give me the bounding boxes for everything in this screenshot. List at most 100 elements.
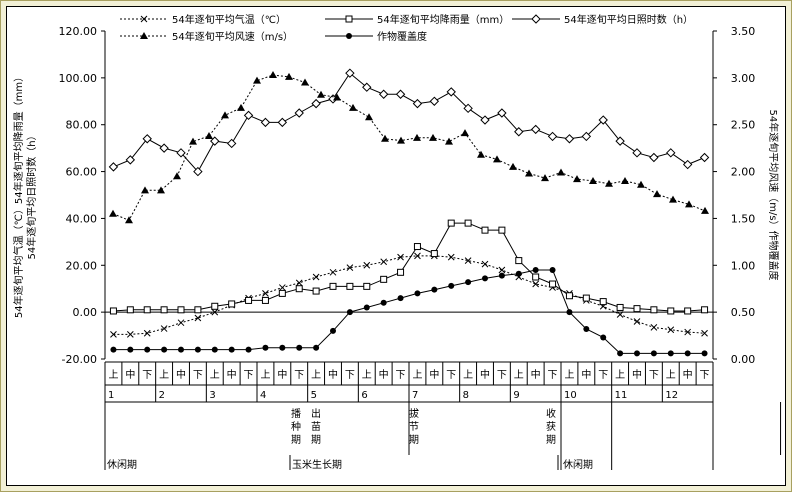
- point-coverage: [178, 346, 184, 353]
- point-windspeed: [125, 216, 133, 224]
- decad-label: 上: [666, 369, 676, 381]
- point-windspeed: [461, 129, 469, 137]
- point-windspeed: [621, 176, 629, 184]
- point-windspeed: [285, 72, 293, 80]
- point-sunshine: [345, 68, 355, 78]
- point-sunshine: [226, 138, 237, 149]
- decad-label: 上: [210, 369, 220, 381]
- month-label: 2: [159, 390, 165, 401]
- legend-marker-windspeed: [140, 32, 148, 39]
- point-sunshine: [176, 148, 186, 158]
- point-rainfall: [599, 298, 607, 306]
- point-coverage: [448, 282, 455, 289]
- decad-label: 中: [581, 368, 591, 381]
- point-windspeed: [605, 179, 613, 187]
- point-coverage: [465, 279, 472, 286]
- decad-label: 下: [649, 370, 659, 381]
- point-temperature: [177, 319, 185, 327]
- point-coverage: [211, 346, 218, 353]
- point-temperature: [295, 279, 303, 287]
- point-sunshine: [463, 103, 473, 114]
- point-coverage: [380, 299, 387, 306]
- point-coverage: [600, 334, 607, 341]
- right-tick-label: 2.50: [731, 119, 756, 132]
- point-rainfall: [633, 305, 641, 313]
- legend-marker-rainfall: [345, 15, 353, 23]
- phenology-label: 节: [409, 421, 419, 433]
- point-sunshine: [615, 136, 625, 146]
- right-tick-label: 1.50: [731, 212, 756, 225]
- decad-label: 下: [497, 370, 507, 381]
- point-rainfall: [194, 306, 202, 314]
- month-label: 5: [311, 390, 317, 401]
- phenology-label: 种: [291, 420, 301, 433]
- point-temperature: [667, 326, 675, 334]
- decad-label: 中: [328, 368, 338, 381]
- phenology-label: 拔: [409, 407, 419, 420]
- point-rainfall: [532, 273, 540, 281]
- point-coverage: [330, 327, 336, 334]
- legend-marker-temperature: [140, 15, 148, 23]
- point-coverage: [532, 266, 539, 273]
- point-sunshine: [682, 159, 693, 170]
- point-temperature: [532, 280, 540, 288]
- point-windspeed: [653, 190, 661, 198]
- month-label: 6: [361, 390, 367, 401]
- decad-label: 下: [345, 370, 355, 381]
- point-rainfall: [363, 282, 371, 290]
- point-sunshine: [429, 96, 440, 106]
- point-rainfall: [261, 296, 269, 304]
- series-line-temperature: [113, 255, 705, 335]
- point-coverage: [549, 266, 556, 273]
- point-temperature: [650, 324, 658, 331]
- left-tick-label: 120.00: [59, 25, 98, 38]
- point-rainfall: [228, 300, 236, 308]
- phenology-label: 期: [311, 434, 321, 446]
- point-coverage: [583, 326, 590, 333]
- point-temperature: [329, 268, 337, 276]
- point-windspeed: [397, 136, 405, 144]
- right-tick-label: 3.00: [731, 72, 756, 85]
- month-label: 7: [412, 390, 418, 401]
- point-coverage: [144, 346, 151, 353]
- point-rainfall: [380, 275, 388, 283]
- legend-label-rainfall: 54年逐旬平均降雨量（mm）: [377, 13, 509, 26]
- point-windspeed: [349, 103, 357, 111]
- point-coverage: [498, 272, 505, 279]
- decad-label: 上: [108, 369, 118, 381]
- point-windspeed: [413, 133, 421, 141]
- point-rainfall: [329, 282, 337, 290]
- point-coverage: [279, 344, 286, 351]
- point-temperature: [397, 253, 404, 261]
- left-tick-label: 40.00: [66, 212, 98, 225]
- point-rainfall: [312, 287, 320, 295]
- point-temperature: [464, 257, 472, 264]
- point-windspeed: [509, 162, 517, 170]
- point-temperature: [684, 328, 692, 336]
- decad-label: 上: [514, 369, 524, 381]
- phenology-label: 出: [311, 407, 321, 420]
- decad-label: 下: [244, 370, 254, 381]
- point-temperature: [447, 253, 455, 261]
- point-sunshine: [108, 162, 119, 172]
- decad-label: 中: [227, 368, 237, 381]
- point-coverage: [684, 350, 691, 357]
- legend-label-sunshine: 54年逐旬平均日照时数（h）: [564, 13, 693, 26]
- period-label: 休闲期: [107, 458, 137, 471]
- decad-label: 中: [480, 368, 490, 381]
- point-coverage: [482, 275, 488, 282]
- point-sunshine: [446, 87, 456, 97]
- point-windspeed: [189, 137, 197, 145]
- point-sunshine: [412, 98, 423, 109]
- right-tick-label: 2.00: [731, 166, 756, 179]
- point-rainfall: [143, 306, 151, 314]
- right-tick-label: 0.00: [731, 353, 756, 366]
- point-rainfall: [109, 307, 117, 315]
- point-rainfall: [481, 226, 489, 234]
- decad-label: 中: [176, 368, 186, 381]
- point-rainfall: [464, 219, 472, 227]
- point-sunshine: [362, 82, 372, 92]
- point-sunshine: [581, 131, 592, 142]
- point-coverage: [228, 346, 235, 353]
